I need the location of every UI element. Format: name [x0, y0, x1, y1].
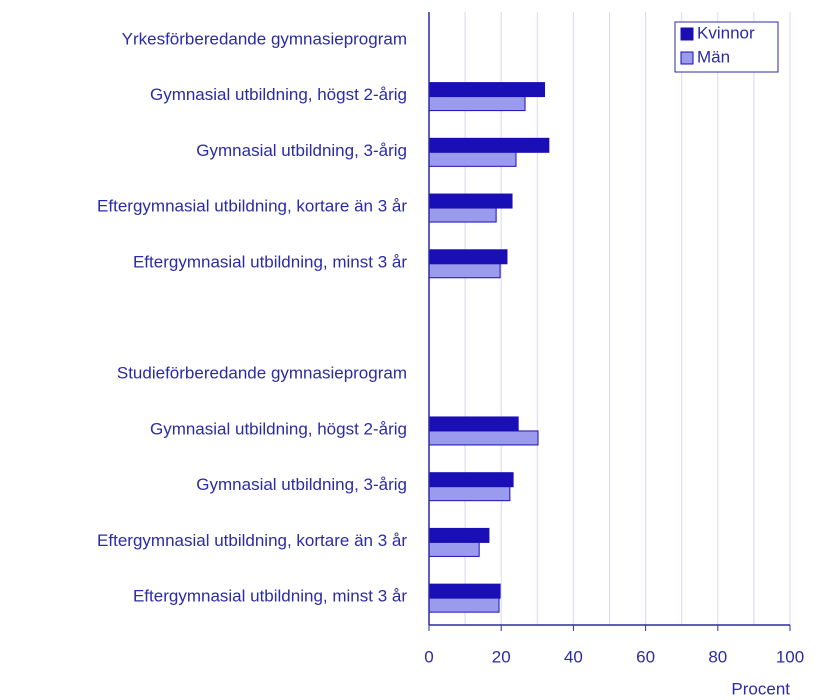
x-tick-label: 80 — [708, 647, 727, 666]
x-tick-label: 60 — [636, 647, 655, 666]
bar — [428, 430, 539, 446]
legend-swatch — [680, 51, 694, 65]
bar — [428, 151, 517, 167]
bar — [428, 583, 501, 599]
y-tick-label: Studieförberedande gymnasieprogram — [117, 364, 407, 383]
y-tick-label: Eftergymnasial utbildning, kortare än 3 … — [97, 531, 407, 550]
bar — [428, 82, 546, 98]
bar — [428, 416, 519, 432]
x-axis-label: Procent — [731, 679, 790, 698]
y-tick-label: Gymnasial utbildning, högst 2-årig — [150, 85, 407, 104]
bar — [428, 527, 490, 543]
bar — [428, 207, 497, 223]
bar — [428, 193, 513, 209]
legend-swatch — [680, 27, 694, 41]
x-tick-label: 20 — [492, 647, 511, 666]
y-tick-label: Gymnasial utbildning, 3-årig — [196, 141, 407, 160]
legend-label: Män — [697, 47, 730, 66]
y-tick-label: Gymnasial utbildning, 3-årig — [196, 475, 407, 494]
bar — [428, 472, 514, 488]
bar — [428, 137, 550, 153]
y-tick-label: Eftergymnasial utbildning, minst 3 år — [133, 587, 407, 606]
bar — [428, 486, 511, 502]
y-tick-label: Eftergymnasial utbildning, kortare än 3 … — [97, 197, 407, 216]
bar — [428, 249, 508, 265]
bar — [428, 541, 480, 557]
x-tick-label: 0 — [424, 647, 433, 666]
y-tick-label: Yrkesförberedande gymnasieprogram — [122, 29, 407, 48]
y-tick-label: Gymnasial utbildning, högst 2-årig — [150, 419, 407, 438]
y-tick-label: Eftergymnasial utbildning, minst 3 år — [133, 252, 407, 271]
bar — [428, 96, 526, 112]
x-tick-label: 40 — [564, 647, 583, 666]
legend-label: Kvinnor — [697, 23, 755, 42]
bar — [428, 597, 500, 613]
x-tick-label: 100 — [776, 647, 804, 666]
bar — [428, 263, 501, 279]
